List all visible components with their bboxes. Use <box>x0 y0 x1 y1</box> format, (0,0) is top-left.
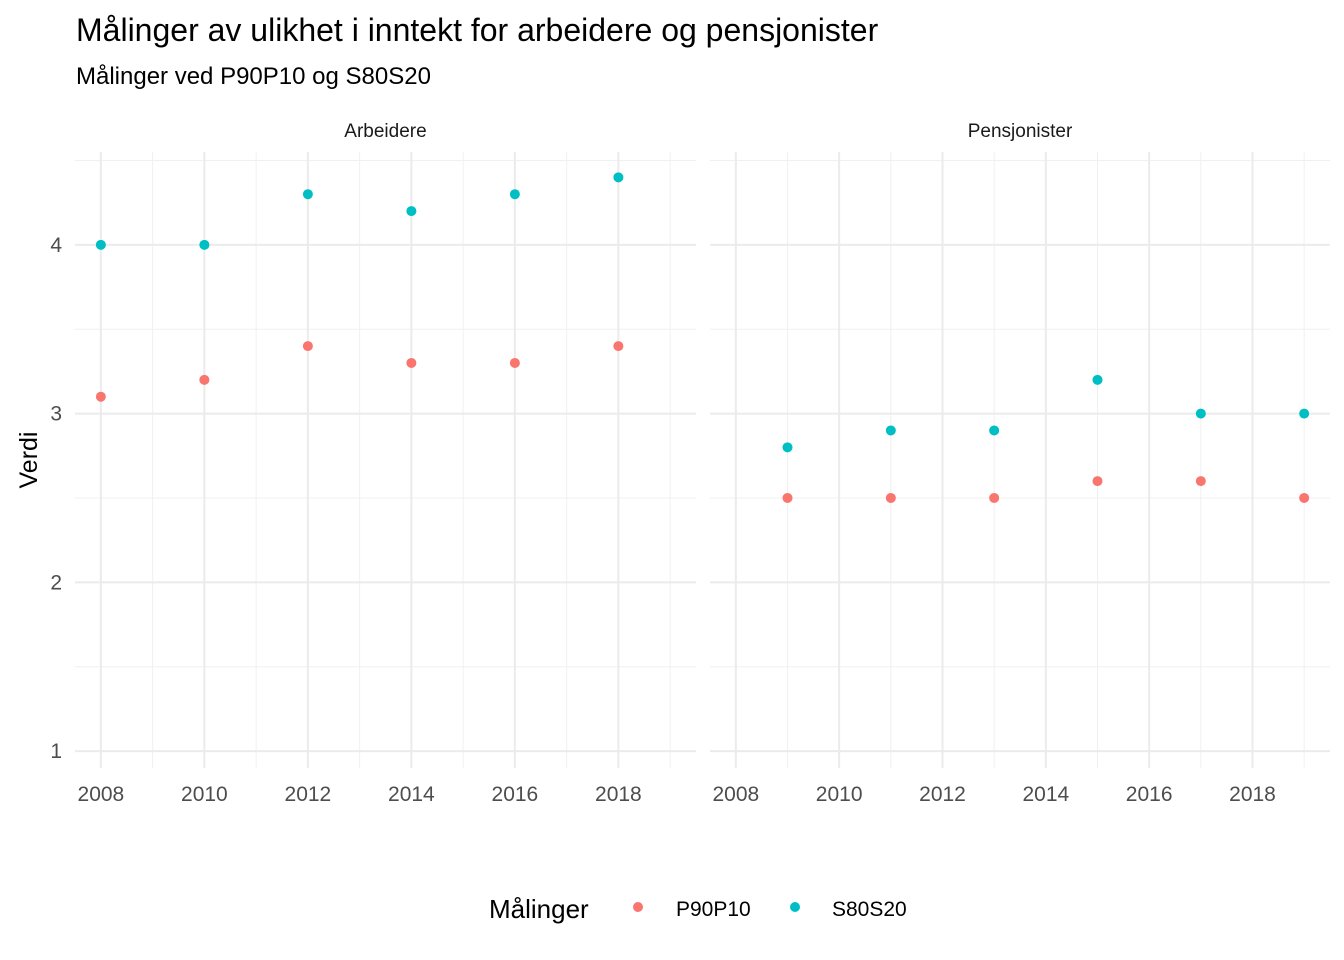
legend: Målinger P90P10 S80S20 <box>489 894 907 924</box>
legend-label: S80S20 <box>832 898 907 921</box>
legend-key <box>790 902 800 912</box>
facet-panels: Arbeidere 2008 2010 2012 2014 2016 2018 1 2 3 4 Pen… <box>50 121 1330 806</box>
chart-subtitle: Målinger ved P90P10 og S80S20 <box>76 63 431 90</box>
data-point <box>1092 476 1103 487</box>
legend-key <box>633 902 643 912</box>
x-tick-label: 2014 <box>1022 783 1069 806</box>
data-point <box>613 341 624 352</box>
x-tick-label: 2018 <box>1229 783 1276 806</box>
data-point <box>782 442 793 453</box>
x-tick-label: 2012 <box>285 783 332 806</box>
data-point <box>1092 374 1103 385</box>
x-tick-label: 2010 <box>816 783 863 806</box>
data-point <box>782 492 793 503</box>
data-point <box>199 374 210 385</box>
data-point <box>989 425 1000 436</box>
y-tick-label: 4 <box>50 234 62 257</box>
series-s80s20-arbeidere <box>95 172 624 250</box>
data-point <box>1299 408 1310 419</box>
series-p90p10-arbeidere <box>95 341 624 402</box>
x-tick-label: 2014 <box>388 783 435 806</box>
data-point <box>95 239 106 250</box>
y-axis-title: Verdi <box>15 432 43 489</box>
data-point <box>199 239 210 250</box>
legend-entries: P90P10 S80S20 <box>633 898 907 921</box>
facet-label-arbeidere: Arbeidere <box>344 121 426 142</box>
x-tick-label: 2008 <box>712 783 759 806</box>
data-point <box>1299 492 1310 503</box>
x-tick-label: 2012 <box>919 783 966 806</box>
data-point <box>406 206 417 217</box>
data-point <box>885 492 896 503</box>
data-point <box>302 341 313 352</box>
y-tick-label: 3 <box>50 403 62 426</box>
legend-entry-p90p10: P90P10 <box>633 898 751 921</box>
data-point <box>989 492 1000 503</box>
y-tick-label: 2 <box>50 571 62 594</box>
facet-label-pensjonister: Pensjonister <box>968 121 1073 142</box>
legend-label: P90P10 <box>676 898 751 921</box>
data-point <box>302 189 313 200</box>
data-point <box>613 172 624 183</box>
data-point <box>406 357 417 368</box>
data-point <box>509 357 520 368</box>
data-point <box>1195 476 1206 487</box>
x-tick-label: 2016 <box>1126 783 1173 806</box>
x-tick-label: 2018 <box>595 783 642 806</box>
chart-title: Målinger av ulikhet i inntekt for arbeid… <box>76 12 879 48</box>
data-point <box>509 189 520 200</box>
x-tick-label: 2008 <box>78 783 125 806</box>
legend-title: Målinger <box>489 894 589 924</box>
data-point <box>95 391 106 402</box>
x-tick-label: 2016 <box>492 783 539 806</box>
y-tick-label: 1 <box>50 740 62 763</box>
series-s80s20-pensjonister <box>782 374 1310 453</box>
series-p90p10-pensjonister <box>782 476 1310 503</box>
legend-entry-s80s20: S80S20 <box>790 898 907 921</box>
panel-arbeidere: Arbeidere 2008 2010 2012 2014 2016 2018 1 2 3 4 <box>50 121 696 806</box>
data-point <box>1195 408 1206 419</box>
x-tick-label: 2010 <box>181 783 228 806</box>
data-point <box>885 425 896 436</box>
panel-pensjonister: Pensjonister 2008 2010 2012 2014 2016 2018 <box>710 121 1330 806</box>
